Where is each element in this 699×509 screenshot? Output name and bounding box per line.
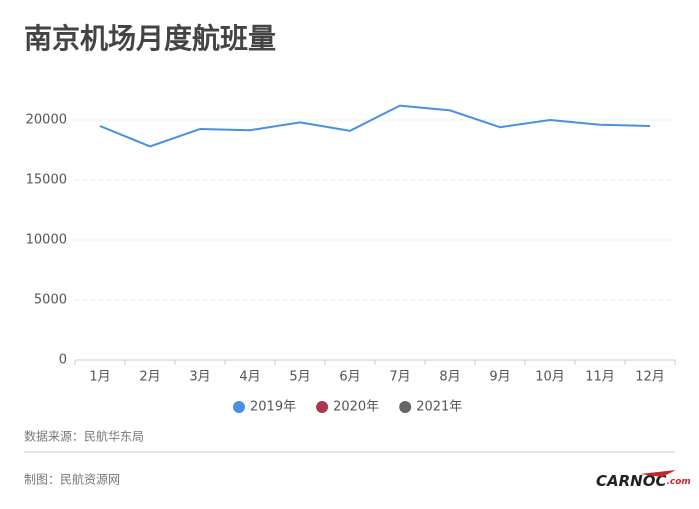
credit: 制图：民航资源网 <box>24 472 120 487</box>
x-tick-label: 11月 <box>585 370 615 385</box>
y-tick-label: 10000 <box>26 233 67 248</box>
logo-suffix: .com <box>666 477 690 487</box>
x-tick-label: 10月 <box>535 370 565 385</box>
x-tick-label: 5月 <box>289 370 310 385</box>
y-tick-label: 0 <box>59 353 67 368</box>
logo-main: CARNOC <box>596 472 666 490</box>
legend-marker <box>316 401 329 413</box>
x-tick-label: 8月 <box>439 370 460 385</box>
x-tick-label: 3月 <box>189 370 210 385</box>
source: 数据来源：民航华东局 <box>24 429 144 444</box>
y-tick-label: 5000 <box>34 293 67 308</box>
y-tick-label: 20000 <box>26 113 67 128</box>
legend-label: 2020年 <box>333 400 379 415</box>
x-tick-label: 2月 <box>139 370 160 385</box>
x-tick-label: 4月 <box>239 370 260 385</box>
x-tick-label: 7月 <box>389 370 410 385</box>
x-tick-label: 12月 <box>635 370 665 385</box>
y-tick-label: 15000 <box>26 173 67 188</box>
logo-swoosh <box>640 470 676 477</box>
series-line <box>99 104 651 148</box>
chart-title: 南京机场月度航班量 <box>24 22 276 55</box>
logo: CARNOC.com <box>596 472 691 490</box>
legend-marker <box>399 401 412 413</box>
legend-label: 2021年 <box>416 400 462 415</box>
legend-label: 2019年 <box>250 400 296 415</box>
x-tick-label: 1月 <box>89 370 110 385</box>
x-tick-label: 9月 <box>489 370 510 385</box>
legend-marker <box>233 401 245 413</box>
x-tick-label: 6月 <box>339 370 360 385</box>
